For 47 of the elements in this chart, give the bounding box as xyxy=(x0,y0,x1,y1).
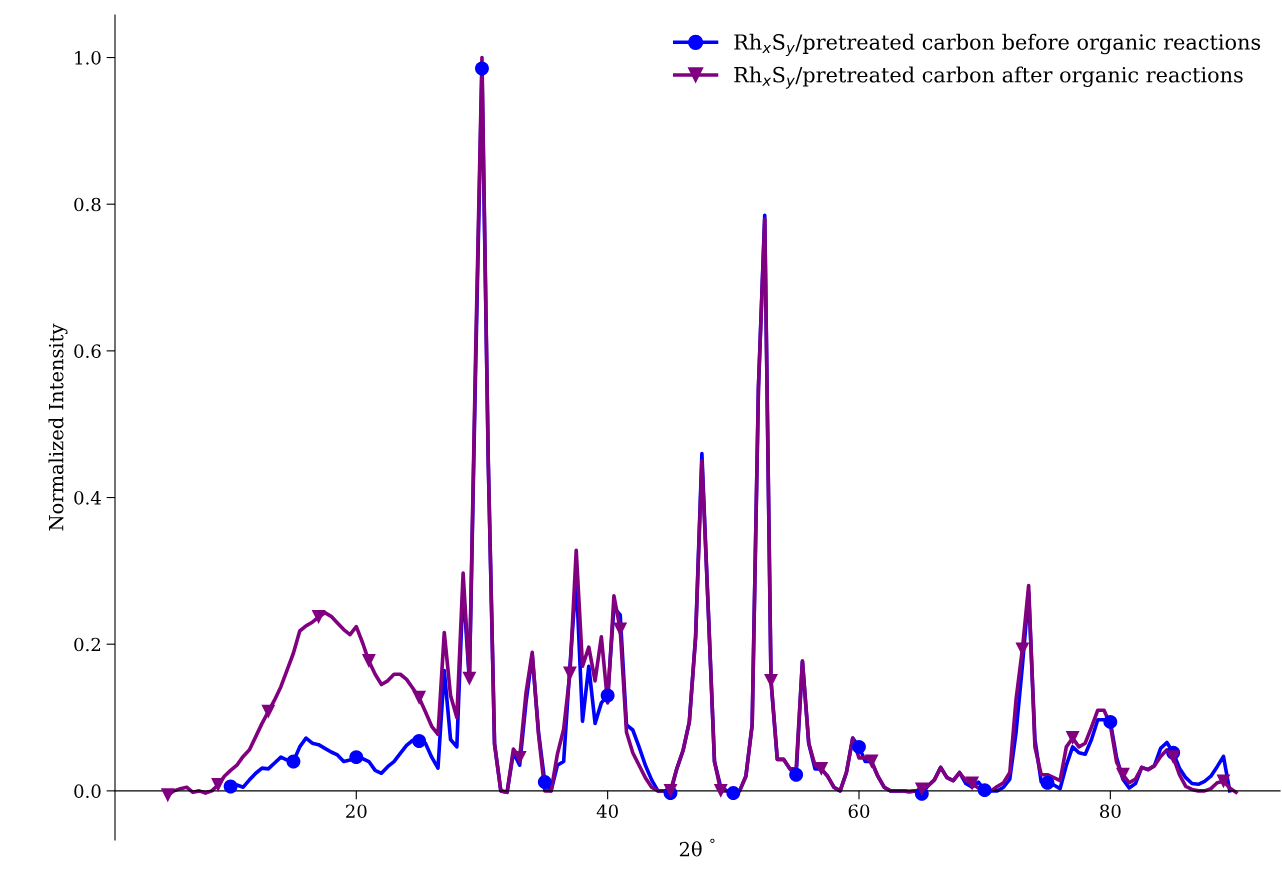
y-axis-title: Normalized Intensity xyxy=(48,323,68,531)
point xyxy=(1103,714,1118,729)
point xyxy=(726,786,741,801)
x-tick-label: 80 xyxy=(1100,804,1121,819)
point xyxy=(852,739,866,754)
point xyxy=(261,704,276,719)
point xyxy=(600,688,615,703)
point xyxy=(211,778,225,792)
point xyxy=(563,666,577,681)
point xyxy=(713,783,728,798)
point xyxy=(349,750,364,765)
y-tick-label: 0.6 xyxy=(74,344,101,358)
point xyxy=(1040,775,1055,790)
point xyxy=(1166,750,1181,765)
y-tick-label: 0.4 xyxy=(74,490,101,505)
legend-label: Rh$_{x}$S$_{y}$/pretreated carbon after organic reactions xyxy=(734,66,1243,89)
point xyxy=(1115,767,1130,782)
point xyxy=(814,761,829,776)
point xyxy=(764,673,778,688)
point xyxy=(537,775,552,790)
y-tick-label: 0.0 xyxy=(74,784,101,798)
point xyxy=(914,782,929,797)
x-tick-label: 40 xyxy=(596,804,618,819)
point xyxy=(864,754,879,769)
y-tick-label: 0.2 xyxy=(74,637,101,652)
point xyxy=(1216,774,1231,789)
point xyxy=(965,776,980,791)
point xyxy=(286,754,301,769)
x-axis-title: 2θ $^{°}$ xyxy=(679,838,715,857)
point xyxy=(1065,731,1080,746)
point xyxy=(311,610,326,625)
y-tick-label: 1.0 xyxy=(75,50,101,65)
point xyxy=(475,61,489,76)
legend-label: Rh$_{x}$S$_{y}$/pretreated carbon before organic reactions xyxy=(734,33,1261,57)
point xyxy=(160,788,175,803)
point xyxy=(223,779,238,794)
point xyxy=(462,671,477,686)
point xyxy=(412,690,427,705)
point xyxy=(412,734,427,748)
point xyxy=(977,783,992,798)
x-tick-label: 60 xyxy=(848,804,870,819)
y-tick-label: 0.8 xyxy=(74,197,101,212)
point xyxy=(789,767,804,782)
point xyxy=(361,654,376,669)
point xyxy=(1015,642,1030,657)
x-tick-label: 20 xyxy=(346,804,367,819)
point xyxy=(512,750,527,765)
